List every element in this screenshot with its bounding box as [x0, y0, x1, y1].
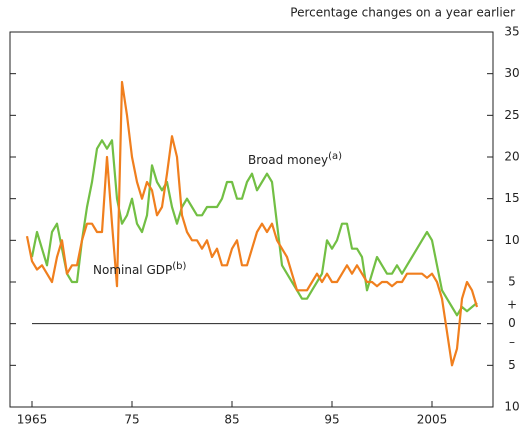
y-tick-label: 10 — [504, 233, 519, 247]
y-tick-label: 10 — [504, 400, 519, 414]
series-label: Broad money(a) — [248, 151, 342, 167]
y-tick-label: 5 — [508, 358, 516, 372]
sign-label: + — [507, 297, 517, 311]
x-tick-label: 2005 — [417, 413, 448, 427]
x-tick-label: 75 — [124, 413, 139, 427]
x-tick-label: 95 — [324, 413, 339, 427]
sign-label: – — [509, 335, 515, 349]
y-tick-label: 15 — [504, 191, 519, 205]
y-tick-label: 0 — [508, 316, 516, 330]
series-name: Broad money — [248, 153, 328, 167]
series-note: (b) — [172, 261, 186, 272]
y-tick-label: 20 — [504, 150, 519, 164]
y-axis-label: Percentage changes on a year earlier — [290, 6, 515, 20]
plot-frame — [9, 31, 494, 408]
y-tick-label: 25 — [504, 108, 519, 122]
series-line — [30, 139, 478, 317]
series-line — [25, 80, 479, 367]
x-tick-label: 85 — [224, 413, 239, 427]
series-name: Nominal GDP — [93, 263, 172, 277]
y-tick-label: 5 — [508, 275, 516, 289]
y-tick-label: 35 — [504, 25, 519, 39]
series-note: (a) — [328, 151, 342, 162]
series-label: Nominal GDP(b) — [93, 261, 186, 277]
x-tick-label: 1965 — [17, 413, 48, 427]
y-tick-label: 30 — [504, 66, 519, 80]
